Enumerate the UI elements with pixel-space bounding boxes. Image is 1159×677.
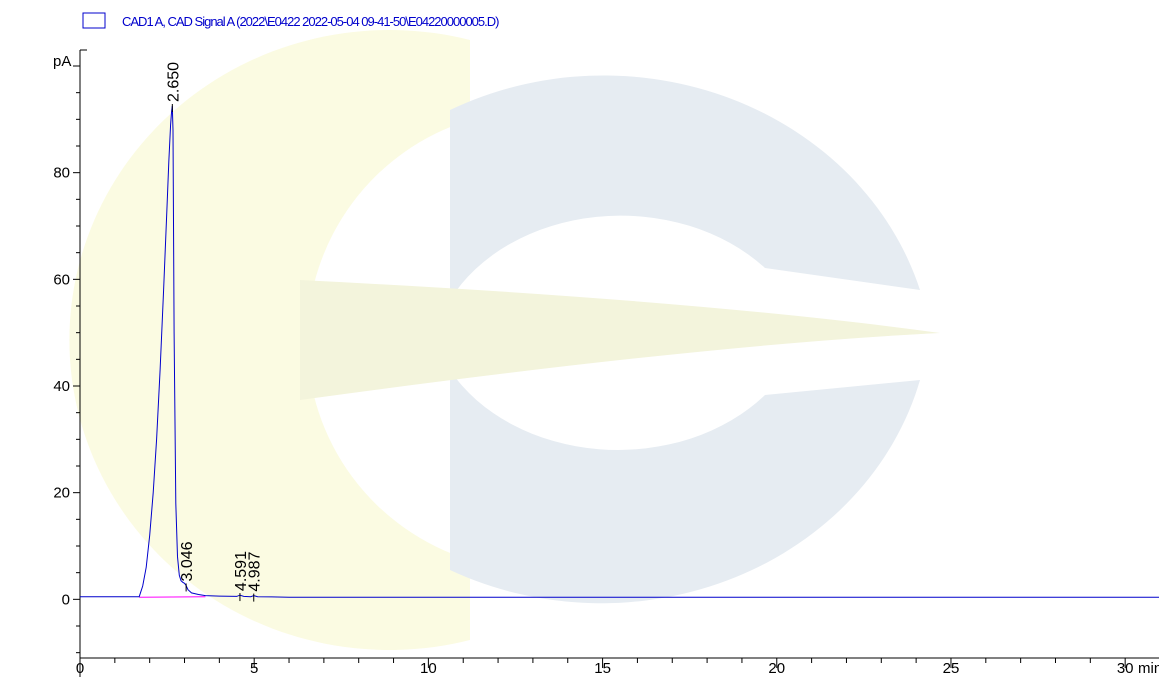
peak-rt-label: 4.591 — [233, 551, 250, 591]
axes: 0 20 40 60 80 0 5 10 15 20 25 30 — [53, 49, 1159, 677]
y-tick-label: 60 — [53, 271, 70, 288]
x-tick-label: 10 — [420, 660, 437, 677]
x-unit-label: min — [1138, 660, 1159, 677]
y-tick-label: 80 — [53, 165, 70, 182]
integration-baseline — [139, 596, 206, 598]
peak-rt-label: 2.650 — [165, 62, 182, 102]
watermark-logo — [69, 29, 940, 650]
x-tick-label: 20 — [768, 660, 785, 677]
x-tick-label: 0 — [76, 660, 84, 677]
x-tick-label: 25 — [943, 660, 960, 677]
signal-trace-line — [80, 105, 1159, 598]
peak-rt-label: 4.987 — [247, 551, 264, 591]
y-tick-label: 0 — [62, 591, 70, 608]
watermark-crescent-yellow — [69, 29, 470, 650]
watermark-ring-blue — [450, 75, 920, 604]
x-tick-label: 5 — [250, 660, 258, 677]
legend-label: CAD1 A, CAD Signal A (2022\E0422 2022-05… — [122, 14, 499, 29]
y-tick-label: 20 — [53, 485, 70, 502]
x-tick-label: 30 — [1117, 660, 1134, 677]
y-tick-label: 40 — [53, 378, 70, 395]
peak-rt-label: 3.046 — [179, 541, 196, 581]
y-unit-label: pA — [53, 53, 71, 70]
x-tick-label: 15 — [594, 660, 611, 677]
legend-swatch — [82, 12, 106, 29]
legend: CAD1 A, CAD Signal A (2022\E0422 2022-05… — [82, 12, 500, 29]
watermark-spike — [300, 280, 940, 400]
